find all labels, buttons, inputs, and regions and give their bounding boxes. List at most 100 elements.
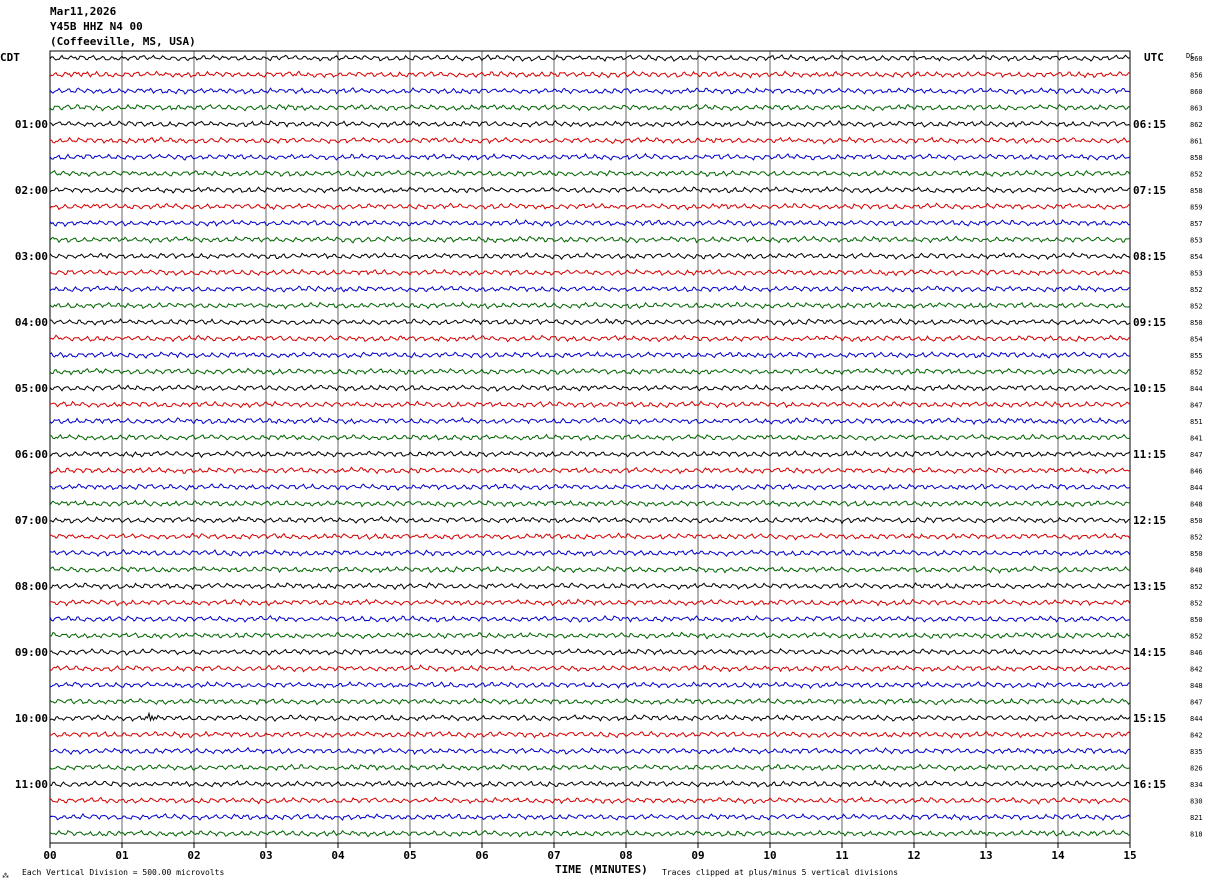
channel-label: Y45B HHZ N4 00 xyxy=(50,20,143,33)
trace-row xyxy=(49,251,1131,261)
dc-value: 834 xyxy=(1190,781,1203,789)
trace-row xyxy=(50,317,1131,327)
trace-row xyxy=(49,152,1131,161)
x-tick-label: 13 xyxy=(979,849,992,862)
cdt-hour-label: 11:00 xyxy=(15,778,48,791)
dc-value: 852 xyxy=(1190,583,1203,591)
trace-row xyxy=(49,87,1131,95)
dc-header-label: DC xyxy=(1186,52,1194,60)
x-tick-label: 12 xyxy=(907,849,920,862)
x-tick-label: 09 xyxy=(691,849,704,862)
dc-offset-labels: 860 856 860 863 862 861 858 852 858 859 857 853 854 8… xyxy=(1190,55,1203,839)
trace-row xyxy=(49,202,1131,211)
dc-value: 858 xyxy=(1190,154,1203,162)
dc-value: 818 xyxy=(1190,831,1203,839)
plot-frame xyxy=(49,50,1131,844)
dc-value: 855 xyxy=(1190,352,1203,360)
utc-hour-label: 11:15 xyxy=(1133,448,1166,461)
dc-value: 846 xyxy=(1190,468,1203,476)
dc-value: 850 xyxy=(1190,517,1203,525)
clip-note: Traces clipped at plus/minus 5 vertical … xyxy=(662,868,898,877)
trace-row xyxy=(49,746,1131,756)
trace-row xyxy=(49,779,1131,788)
trace-row xyxy=(49,433,1131,442)
trace-row xyxy=(49,416,1131,426)
dc-value: 859 xyxy=(1190,204,1203,212)
trace-row xyxy=(49,565,1131,574)
dc-value: 862 xyxy=(1190,121,1203,129)
dc-value: 847 xyxy=(1190,699,1203,707)
dc-value: 852 xyxy=(1190,369,1203,377)
dc-value: 835 xyxy=(1190,748,1203,756)
dc-value: 847 xyxy=(1190,402,1203,410)
dc-value: 842 xyxy=(1190,732,1203,740)
trace-row xyxy=(49,631,1131,640)
dc-value: 850 xyxy=(1190,616,1203,624)
trace-row xyxy=(49,351,1131,359)
trace-row xyxy=(49,697,1131,706)
trace-row xyxy=(49,383,1131,392)
x-tick-label: 01 xyxy=(115,849,129,862)
x-axis-label: TIME (MINUTES) xyxy=(555,863,648,876)
dc-value: 842 xyxy=(1190,666,1203,674)
x-tick-label: 07 xyxy=(547,849,560,862)
location-label: (Coffeeville, MS, USA) xyxy=(50,35,196,48)
minute-grid xyxy=(49,50,1131,844)
trace-row xyxy=(49,711,1131,723)
x-tick-label: 00 xyxy=(43,849,56,862)
cdt-hour-label: 04:00 xyxy=(15,316,48,329)
dc-value: 854 xyxy=(1190,336,1203,344)
trace-row xyxy=(49,763,1131,772)
trace-row xyxy=(49,681,1131,690)
dc-value: 852 xyxy=(1190,286,1203,294)
dc-value: 852 xyxy=(1190,633,1203,641)
cdt-hour-label: 09:00 xyxy=(15,646,48,659)
x-tick-label: 03 xyxy=(259,849,272,862)
dc-value: 858 xyxy=(1190,187,1203,195)
x-tick-label: 02 xyxy=(187,849,200,862)
x-tick-label: 04 xyxy=(331,849,345,862)
trace-row xyxy=(49,367,1131,376)
utc-hour-label: 12:15 xyxy=(1133,514,1166,527)
utc-hour-label: 06:15 xyxy=(1133,118,1166,131)
dc-value: 863 xyxy=(1190,105,1203,113)
trace-row xyxy=(49,70,1131,79)
trace-row xyxy=(49,466,1131,475)
dc-value: 852 xyxy=(1190,534,1203,542)
trace-row xyxy=(49,647,1131,656)
dc-value: 852 xyxy=(1190,600,1203,608)
dc-value: 844 xyxy=(1190,715,1203,723)
x-tick-label: 08 xyxy=(619,849,632,862)
utc-hour-label: 10:15 xyxy=(1133,382,1166,395)
trace-row xyxy=(49,796,1131,805)
dc-value: 830 xyxy=(1190,798,1203,806)
trace-row xyxy=(49,103,1131,112)
trace-row xyxy=(49,334,1131,343)
x-tick-label: 06 xyxy=(475,849,489,862)
dc-value: 853 xyxy=(1190,270,1203,278)
trace-row xyxy=(49,450,1131,459)
x-tick-label: 14 xyxy=(1051,849,1065,862)
cdt-hour-label: 08:00 xyxy=(15,580,48,593)
dc-value: 853 xyxy=(1190,237,1203,245)
trace-row xyxy=(49,186,1131,194)
trace-row xyxy=(49,515,1131,525)
dc-value: 857 xyxy=(1190,220,1203,228)
trace-row xyxy=(49,268,1131,277)
cdt-hour-label: 01:00 xyxy=(15,118,48,131)
seismic-traces xyxy=(49,53,1131,838)
utc-label: UTC xyxy=(1144,51,1164,64)
cdt-hour-labels: 01:00 02:00 03:00 04:00 05:00 06:00 07:00 08:00… xyxy=(15,118,48,791)
trace-row xyxy=(49,218,1131,228)
trace-row xyxy=(49,548,1131,557)
x-axis-ticks: 00 01 02 03 04 05 06 07 08 09 10 11 12 13 14 15 xyxy=(43,843,1137,862)
dc-value: 856 xyxy=(1190,72,1203,80)
dc-value: 844 xyxy=(1190,385,1203,393)
utc-hour-label: 14:15 xyxy=(1133,646,1166,659)
x-tick-label: 05 xyxy=(403,849,416,862)
dc-value: 850 xyxy=(1190,550,1203,558)
trace-row xyxy=(49,119,1131,129)
utc-hour-label: 09:15 xyxy=(1133,316,1166,329)
dc-value: 841 xyxy=(1190,435,1203,443)
trace-row xyxy=(49,285,1131,293)
